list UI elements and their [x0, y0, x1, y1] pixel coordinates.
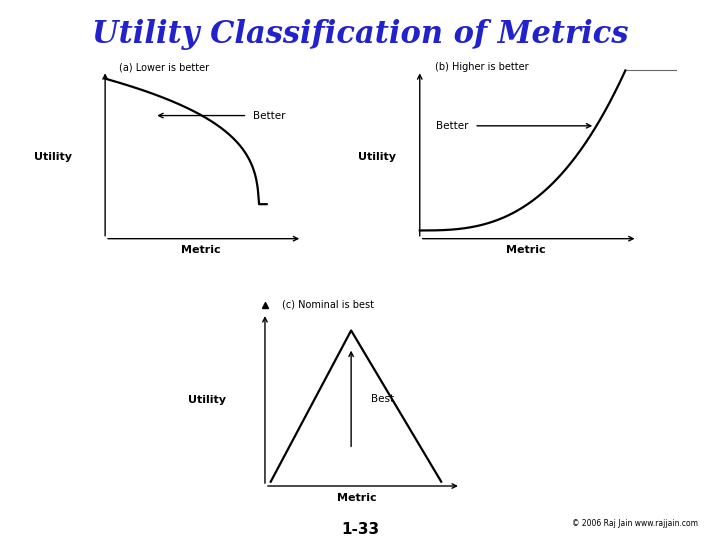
Text: (b) Higher is better: (b) Higher is better: [435, 62, 528, 72]
Text: Best: Best: [372, 394, 395, 403]
Text: Better: Better: [253, 111, 285, 120]
Text: Metric: Metric: [181, 245, 221, 255]
Text: Metric: Metric: [505, 245, 546, 255]
Text: Utility: Utility: [189, 395, 226, 404]
Text: (c) Nominal is best: (c) Nominal is best: [282, 300, 374, 309]
Text: Better: Better: [436, 121, 468, 131]
Text: (a) Lower is better: (a) Lower is better: [119, 62, 209, 72]
Text: © 2006 Raj Jain www.rajjain.com: © 2006 Raj Jain www.rajjain.com: [572, 519, 698, 528]
Text: 1-33: 1-33: [341, 522, 379, 537]
Text: Utility Classification of Metrics: Utility Classification of Metrics: [91, 19, 629, 50]
Text: Utility: Utility: [34, 152, 72, 161]
Text: Metric: Metric: [337, 493, 377, 503]
Text: Utility: Utility: [359, 152, 397, 161]
